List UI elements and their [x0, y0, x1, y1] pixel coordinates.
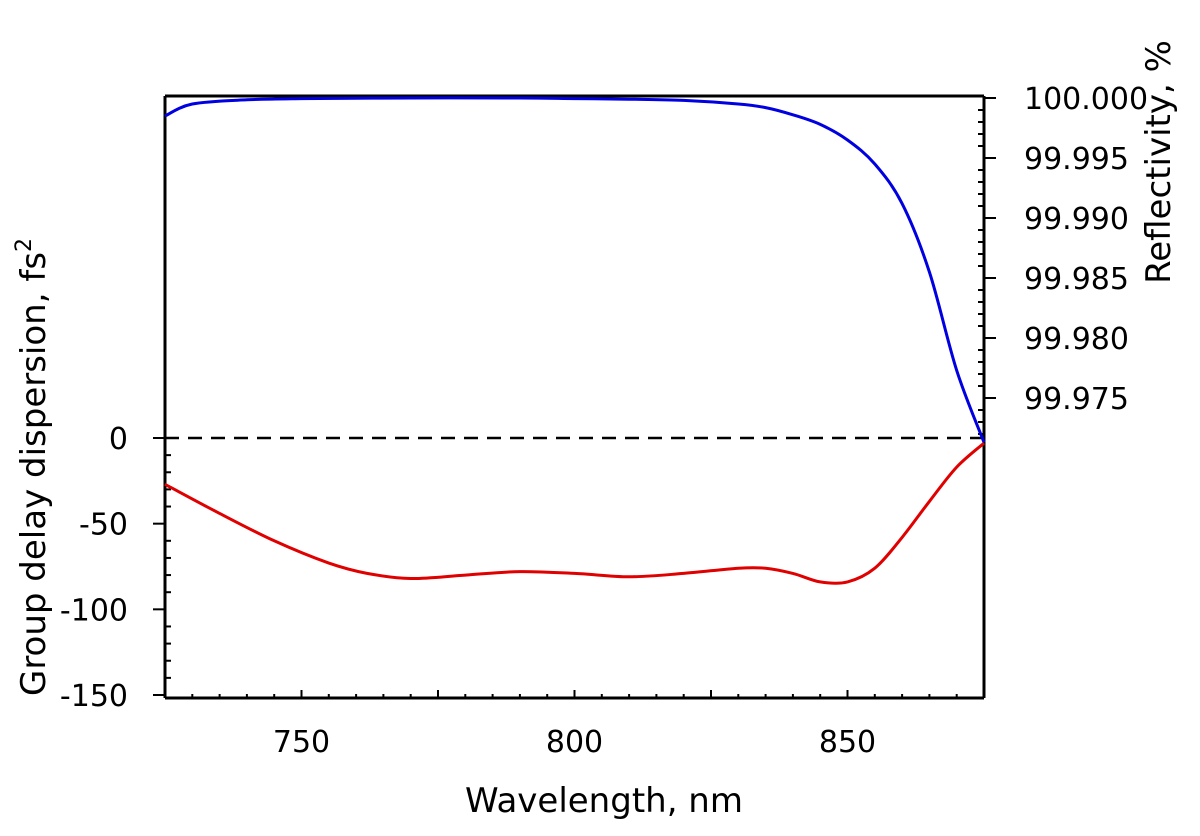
series-group: [164, 96, 986, 585]
left-axis-title-text: Group delay dispersion, fs: [14, 252, 54, 696]
y-left-tick-label: -100: [60, 593, 128, 628]
tick-marks: [153, 97, 996, 698]
y-right-tick-label: 99.995: [1024, 142, 1129, 177]
gdd-series-line: [164, 441, 985, 585]
left-axis-title: Group delay dispersion, fs2: [12, 238, 54, 696]
y-right-tick-label: 99.980: [1024, 322, 1129, 357]
right-axis-title: Reflectivity, %: [1139, 40, 1179, 284]
y-left-tick-label: -50: [79, 508, 128, 543]
x-axis-title: Wavelength, nm: [465, 781, 743, 821]
plot-frame: [163, 94, 986, 700]
x-tick-label: 800: [546, 725, 603, 760]
y-right-tick-label: 99.990: [1024, 202, 1129, 237]
y-right-tick-label: 100.000: [1024, 82, 1148, 117]
tick-labels: 750 800 850 0 -50 -100 -150 100.000 99.995 99.990…: [60, 82, 1148, 760]
x-tick-label: 850: [819, 725, 876, 760]
y-right-tick-label: 99.975: [1024, 382, 1129, 417]
y-left-tick-label: 0: [109, 422, 128, 457]
reflectivity-series-line: [164, 96, 986, 443]
left-axis-title-superscript: 2: [12, 238, 37, 252]
y-left-tick-label: -150: [60, 679, 128, 714]
x-tick-label: 750: [273, 725, 330, 760]
y-right-tick-label: 99.985: [1024, 262, 1129, 297]
